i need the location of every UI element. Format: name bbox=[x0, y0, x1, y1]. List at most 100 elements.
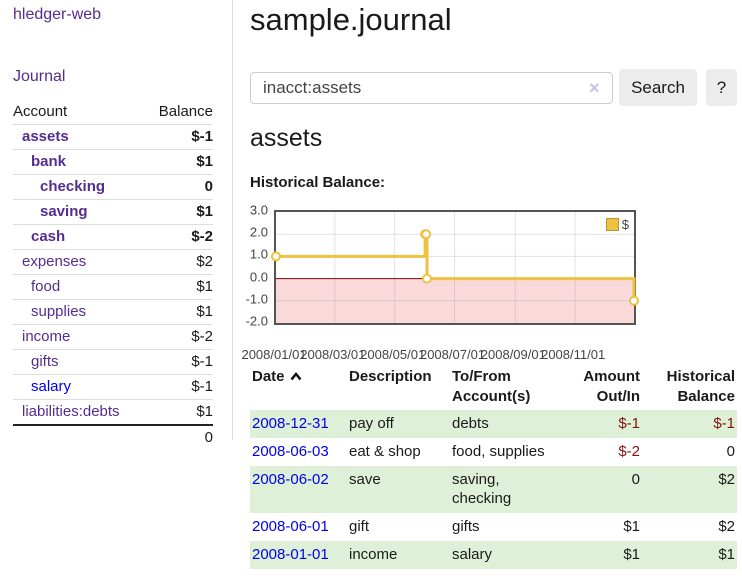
account-row: gifts $-1 bbox=[13, 349, 213, 375]
account-balance: $1 bbox=[145, 399, 213, 425]
account-row: checking 0 bbox=[13, 174, 213, 200]
account-row: assets $-1 bbox=[13, 124, 213, 150]
accounts-cell: gifts bbox=[452, 518, 480, 535]
x-axis-tick-label: 2008/01/01 bbox=[241, 347, 307, 362]
account-balance: $1 bbox=[145, 299, 213, 325]
help-button[interactable]: ? bbox=[706, 69, 737, 106]
account-row: salary $-1 bbox=[13, 374, 213, 400]
amount-cell: $1 bbox=[623, 546, 640, 563]
account-row: supplies $1 bbox=[13, 299, 213, 325]
account-link[interactable]: cash bbox=[31, 228, 66, 245]
transaction-date-link[interactable]: 2008-12-31 bbox=[252, 415, 329, 432]
balance-cell: $2 bbox=[718, 518, 735, 535]
register-row[interactable]: 2008-12-31 pay off debts $-1 $-1 bbox=[250, 410, 737, 438]
register-column-header[interactable]: Amount Out/In bbox=[583, 368, 640, 405]
account-link[interactable]: food bbox=[31, 278, 61, 295]
account-tree-table: Account Balance assets $-1 bank $1 checking 0… bbox=[13, 100, 213, 450]
register-column-header[interactable]: Historical Balance bbox=[666, 368, 735, 405]
register-column-header[interactable]: Date bbox=[250, 364, 347, 410]
account-balance: 0 bbox=[145, 174, 213, 200]
register-row[interactable]: 2008-06-01 gift gifts $1 $2 bbox=[250, 513, 737, 541]
amount-cell: $-1 bbox=[618, 415, 640, 432]
description-cell: gift bbox=[349, 518, 370, 535]
account-link[interactable]: checking bbox=[40, 178, 106, 195]
page-title: sample.journal bbox=[250, 2, 452, 37]
account-column-header: Account bbox=[13, 103, 68, 120]
account-balance: $1 bbox=[145, 274, 213, 300]
transaction-date-link[interactable]: 2008-06-01 bbox=[252, 518, 329, 535]
amount-cell: $1 bbox=[623, 518, 640, 535]
y-axis-tick-label: 3.0 bbox=[249, 202, 268, 218]
account-tree-total-row: 0 bbox=[13, 424, 213, 450]
account-balance: $-2 bbox=[145, 224, 213, 250]
y-axis-tick-label: -2.0 bbox=[245, 313, 268, 329]
account-row: food $1 bbox=[13, 274, 213, 300]
chart-canvas bbox=[271, 212, 639, 323]
clear-search-icon[interactable]: × bbox=[589, 78, 600, 98]
account-link[interactable]: salary bbox=[31, 378, 72, 395]
description-cell: eat & shop bbox=[349, 443, 421, 460]
register-column-header[interactable]: Description bbox=[349, 368, 432, 385]
account-balance: $-1 bbox=[145, 124, 213, 150]
balance-cell: $2 bbox=[718, 471, 735, 488]
balance-cell: $1 bbox=[718, 546, 735, 563]
date-cell: 2008-06-01 bbox=[250, 513, 347, 541]
accounts-cell: debts bbox=[452, 415, 489, 432]
search-button[interactable]: Search bbox=[619, 69, 697, 106]
sidebar: hledger-web Journal Account Balance asse… bbox=[0, 0, 233, 450]
account-row: liabilities:debts $1 bbox=[13, 399, 213, 425]
account-balance: $-1 bbox=[145, 349, 213, 375]
transaction-date-link[interactable]: 2008-06-02 bbox=[252, 471, 329, 488]
chart-heading: Historical Balance: bbox=[250, 174, 386, 191]
y-axis-tick-label: -1.0 bbox=[245, 291, 268, 307]
accounts-cell: salary bbox=[452, 546, 493, 563]
account-row: cash $-2 bbox=[13, 224, 213, 250]
account-link[interactable]: expenses bbox=[22, 253, 87, 270]
register-row[interactable]: 2008-06-02 save saving, checking 0 $2 bbox=[250, 466, 737, 513]
description-cell: pay off bbox=[349, 415, 394, 432]
account-balance: $2 bbox=[145, 249, 213, 275]
account-row: income $-2 bbox=[13, 324, 213, 350]
balance-cell: $-1 bbox=[713, 415, 735, 432]
grand-total-balance: 0 bbox=[145, 424, 213, 450]
x-axis-tick-label: 2008/07/01 bbox=[419, 347, 486, 362]
account-heading: assets bbox=[250, 124, 323, 152]
balance-column-header: Balance bbox=[158, 103, 213, 120]
sort-ascending-icon bbox=[290, 372, 301, 381]
account-link[interactable]: bank bbox=[31, 153, 67, 170]
register-header-row: Date Description To/From Account(s) Amount … bbox=[250, 364, 737, 410]
date-cell: 2008-12-31 bbox=[250, 410, 347, 438]
transaction-date-link[interactable]: 2008-06-03 bbox=[252, 443, 329, 460]
account-row: bank $1 bbox=[13, 149, 213, 175]
date-cell: 2008-06-03 bbox=[250, 438, 347, 466]
register-table: Date Description To/From Account(s) Amount … bbox=[250, 364, 737, 569]
sidebar-item-journal[interactable]: Journal bbox=[13, 68, 66, 85]
accounts-cell: food, supplies bbox=[452, 443, 545, 460]
account-row: expenses $2 bbox=[13, 249, 213, 275]
legend-label: $ bbox=[621, 217, 629, 232]
amount-cell: $-2 bbox=[618, 443, 640, 460]
y-axis-tick-label: 1.0 bbox=[249, 246, 268, 262]
account-link[interactable]: liabilities:debts bbox=[22, 403, 120, 420]
register-column-header[interactable]: To/From Account(s) bbox=[452, 368, 531, 405]
register-row[interactable]: 2008-01-01 income salary $1 $1 bbox=[250, 541, 737, 569]
legend-swatch bbox=[605, 218, 619, 231]
register-row[interactable]: 2008-06-03 eat & shop food, supplies $-2 0 bbox=[250, 438, 737, 466]
amount-cell: 0 bbox=[631, 471, 640, 488]
search-input[interactable] bbox=[250, 72, 613, 104]
x-axis-tick-label: 2008/09/01 bbox=[480, 347, 546, 362]
account-link[interactable]: supplies bbox=[31, 303, 87, 320]
account-link[interactable]: assets bbox=[22, 128, 69, 145]
date-cell: 2008-06-02 bbox=[250, 466, 347, 513]
description-cell: income bbox=[349, 546, 398, 563]
account-link[interactable]: gifts bbox=[31, 353, 59, 370]
account-link[interactable]: income bbox=[22, 328, 71, 345]
y-axis-tick-label: 2.0 bbox=[249, 224, 268, 240]
transaction-date-link[interactable]: 2008-01-01 bbox=[252, 546, 329, 563]
account-link[interactable]: saving bbox=[40, 203, 88, 220]
account-balance: $-1 bbox=[145, 374, 213, 400]
app-brand-link[interactable]: hledger-web bbox=[13, 6, 102, 23]
balance-cell: 0 bbox=[726, 443, 735, 460]
chart-legend: $ bbox=[605, 217, 629, 232]
